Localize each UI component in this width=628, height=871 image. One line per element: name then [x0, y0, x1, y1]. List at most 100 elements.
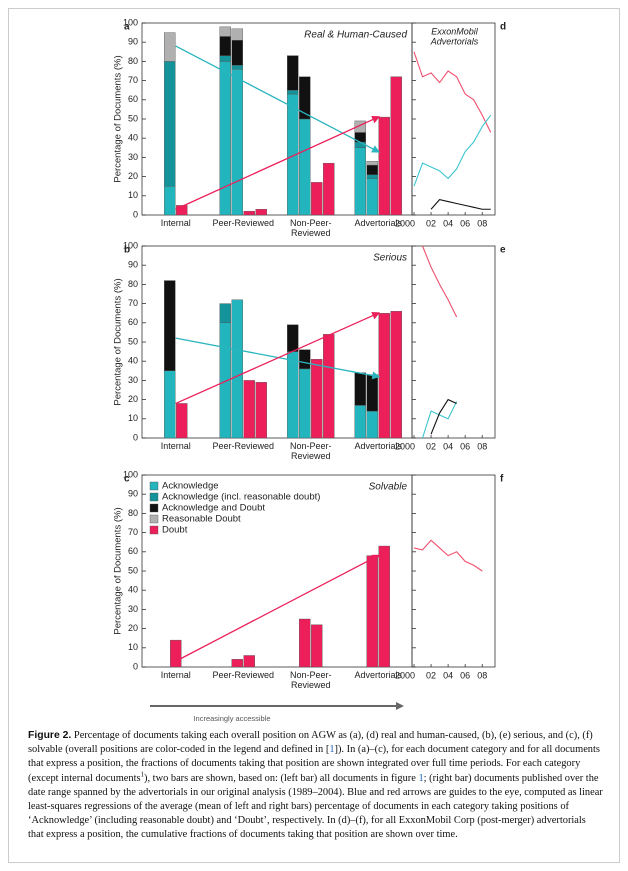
- bar-segment: [354, 405, 366, 439]
- bar-segment: [219, 36, 231, 56]
- legend-swatch: [149, 525, 159, 535]
- x-tick-label: 06: [460, 218, 470, 228]
- panel-title: Serious: [373, 253, 407, 264]
- x-tick-label: Advertorials: [354, 441, 403, 451]
- caption-reference[interactable]: 1: [329, 744, 335, 756]
- bar-segment: [164, 370, 176, 439]
- panel-title: ExxonMobil: [431, 26, 479, 36]
- panel-title: Real & Human-Caused: [304, 30, 407, 41]
- panel-letter: a: [124, 22, 130, 33]
- bar-segment: [219, 55, 231, 62]
- y-tick-label: 80: [128, 508, 138, 518]
- bar: [390, 76, 402, 216]
- page-frame: [8, 8, 620, 863]
- bar: [311, 359, 323, 439]
- legend-swatch: [149, 514, 159, 524]
- bar: [378, 545, 390, 668]
- y-tick-label: 0: [133, 661, 138, 671]
- y-tick-label: 30: [128, 152, 138, 162]
- legend-swatch: [149, 492, 159, 502]
- x-tick-label: 08: [477, 670, 487, 680]
- bar: [243, 655, 255, 668]
- trend-arrow: [175, 337, 381, 380]
- bar: [366, 555, 378, 668]
- y-tick-label: 70: [128, 75, 138, 85]
- y-tick-label: 20: [128, 623, 138, 633]
- caption-reference[interactable]: 1: [418, 772, 424, 784]
- y-tick-label: 70: [128, 527, 138, 537]
- bar-segment: [366, 161, 378, 166]
- y-tick-label: 40: [128, 585, 138, 595]
- caption-text: ]). In (a)–(c), for each document catego…: [28, 744, 600, 784]
- bar-segment: [231, 299, 243, 439]
- bar-segment: [366, 374, 378, 412]
- line-series: [422, 401, 458, 439]
- y-axis-title: Percentage of Documents (%): [113, 507, 124, 634]
- trend-arrow: [175, 45, 381, 153]
- y-tick-label: 30: [128, 375, 138, 385]
- y-tick-label: 100: [123, 17, 138, 27]
- legend-label: Doubt: [162, 525, 188, 536]
- bar-segment: [299, 76, 311, 120]
- accessibility-label: Increasingly accessible: [193, 714, 270, 723]
- bar-segment: [219, 303, 231, 324]
- y-tick-label: 10: [128, 190, 138, 200]
- bar: [390, 311, 402, 439]
- panel-letter: f: [500, 474, 504, 485]
- line-series: [422, 245, 458, 318]
- x-tick-label: Peer-Reviewed: [212, 218, 275, 228]
- y-tick-label: 0: [133, 209, 138, 219]
- bar: [176, 403, 188, 439]
- x-tick-label: 04: [443, 670, 453, 680]
- panel-letter: e: [500, 245, 506, 256]
- x-tick-label: Peer-Reviewed: [212, 441, 275, 451]
- line-series: [413, 114, 492, 187]
- legend-label: Acknowledge (incl. reasonable doubt): [162, 492, 320, 503]
- legend-swatch: [149, 481, 159, 491]
- bar-segment: [231, 65, 243, 70]
- y-tick-label: 100: [123, 240, 138, 250]
- bar: [255, 209, 267, 216]
- bar: [299, 618, 311, 668]
- bar-segment: [299, 118, 311, 216]
- bar-segment: [164, 32, 176, 62]
- panel-letter: c: [124, 474, 130, 485]
- caption: Figure 2. Percentage of documents taking…: [28, 729, 604, 843]
- caption-text: ; (right bar) documents published over t…: [28, 772, 603, 841]
- legend-swatch: [149, 503, 159, 513]
- bar: [323, 162, 335, 216]
- panel-title: Advertorials: [430, 36, 479, 46]
- bar-segment: [366, 174, 378, 179]
- bar: [231, 659, 243, 668]
- bar-segment: [354, 147, 366, 216]
- line-series: [430, 199, 491, 210]
- bar: [243, 380, 255, 439]
- bar-segment: [299, 349, 311, 370]
- y-tick-label: 70: [128, 298, 138, 308]
- y-tick-label: 80: [128, 56, 138, 66]
- plot-frame: [411, 245, 496, 439]
- caption-label: Figure 2.: [28, 730, 72, 741]
- x-tick-label: Advertorials: [354, 670, 403, 680]
- x-tick-label: 02: [426, 441, 436, 451]
- caption-text: ), two bars are shown, based on: (left b…: [144, 772, 419, 784]
- y-tick-label: 50: [128, 565, 138, 575]
- y-tick-label: 10: [128, 642, 138, 652]
- bar-segment: [219, 322, 231, 439]
- y-tick-label: 30: [128, 604, 138, 614]
- line-series: [413, 51, 492, 133]
- bar-segment: [287, 324, 299, 352]
- trend-arrow: [175, 115, 381, 210]
- trend-arrow: [175, 554, 381, 662]
- y-tick-label: 50: [128, 113, 138, 123]
- bar-segment: [299, 368, 311, 439]
- bar-segment: [287, 55, 299, 91]
- y-tick-label: 50: [128, 336, 138, 346]
- bar-segment: [219, 26, 231, 37]
- bar: [170, 639, 182, 668]
- caption-footnote: 1: [140, 770, 145, 779]
- x-tick-label: Internal: [160, 441, 191, 451]
- y-tick-label: 100: [123, 469, 138, 479]
